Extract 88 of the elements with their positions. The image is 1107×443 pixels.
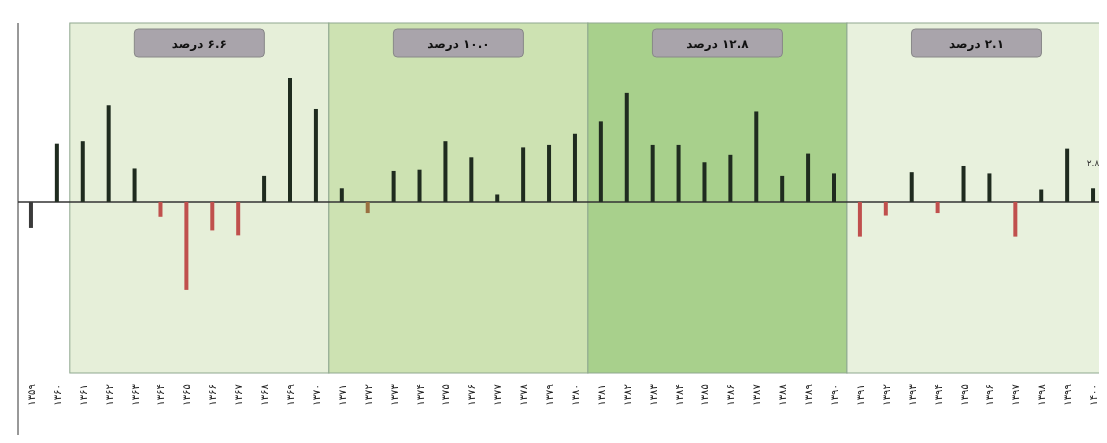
- bar: [1091, 188, 1096, 202]
- bar: [987, 173, 992, 202]
- bar: [417, 169, 422, 202]
- bar: [961, 165, 966, 202]
- x-tick-label: ۱۳۸۵: [699, 384, 711, 406]
- x-tick-label: ۱۳۹۸: [1036, 383, 1048, 406]
- bar: [650, 144, 655, 202]
- bar: [521, 147, 526, 202]
- bar: [624, 92, 629, 202]
- bar: [832, 173, 836, 202]
- bar: [1065, 148, 1070, 202]
- bar: [1039, 189, 1044, 202]
- bar: [365, 201, 370, 214]
- bar: [339, 188, 344, 202]
- bar: [391, 170, 396, 202]
- x-tick-label: ۱۴۰۰: [1088, 384, 1100, 406]
- bar: [262, 175, 267, 202]
- x-tick-label: ۱۳۶۳: [129, 383, 141, 406]
- x-tick-label: ۱۳۸۰: [569, 384, 581, 406]
- x-tick-label: ۱۳۶۷: [233, 383, 245, 406]
- x-tick-label: ۱۳۶۰: [51, 384, 63, 406]
- x-tick-label: ۱۳۷۸: [518, 383, 530, 406]
- x-tick-label: ۱۳۷۳: [388, 383, 400, 406]
- x-tick-label: ۱۳۸۳: [647, 383, 659, 406]
- x-tick-label: ۱۳۹۱: [854, 384, 866, 406]
- bar: [754, 111, 759, 202]
- band-label: ۲.۱ درصد: [948, 37, 1004, 51]
- x-tick-label: ۱۳۷۰: [310, 384, 322, 406]
- bar: [184, 201, 189, 290]
- x-tick-label: ۱۳۹۷: [1010, 383, 1022, 406]
- x-tick-label: ۱۳۸۸: [777, 383, 789, 406]
- x-tick-label: ۱۳۸۹: [803, 384, 815, 406]
- x-tick-label: ۱۳۷۶: [466, 384, 478, 406]
- x-tick-label: ۱۳۹۵: [958, 384, 970, 406]
- bar: [288, 78, 292, 202]
- bar: [547, 144, 552, 202]
- bar: [702, 162, 707, 202]
- bar: [236, 201, 241, 236]
- x-tick-label: ۱۳۶۱: [77, 384, 89, 406]
- x-tick-label: ۱۳۷۵: [440, 384, 452, 406]
- x-tick-label: ۱۳۷۴: [414, 384, 426, 406]
- band-label: ۱۰.۰ درصد: [427, 37, 490, 51]
- x-tick-label: ۱۳۸۱: [595, 384, 607, 406]
- bar: [572, 133, 577, 202]
- x-tick-label: ۱۳۹۰: [829, 384, 840, 406]
- x-tick-label: ۱۳۷۱: [336, 384, 348, 406]
- x-tick-label: ۱۳۹۹: [1062, 384, 1074, 406]
- bar: [909, 172, 914, 202]
- bar: [598, 121, 603, 202]
- bar: [313, 108, 318, 202]
- bar: [132, 168, 137, 202]
- bar: [935, 201, 940, 214]
- bar: [469, 157, 474, 202]
- annotation: ۲.۸: [1086, 158, 1100, 169]
- bar: [806, 153, 811, 202]
- x-tick-label: ۱۳۷۲: [362, 384, 374, 406]
- x-tick-label: ۱۳۸۶: [725, 384, 737, 406]
- x-tick-label: ۱۳۹۳: [906, 383, 918, 406]
- band-label: ۱۲.۸ درصد: [686, 37, 750, 51]
- x-tick-label: ۱۳۹۴: [932, 384, 944, 406]
- x-tick-label: ۱۳۷۷: [492, 383, 504, 406]
- bar: [54, 143, 59, 202]
- bar: [495, 194, 500, 202]
- bar: [780, 175, 785, 202]
- x-tick-label: ۱۳۶۲: [103, 384, 115, 406]
- x-tick-label: ۱۳۶۴: [155, 384, 167, 406]
- x-tick-label: ۱۳۵۹: [25, 384, 37, 406]
- bar: [210, 201, 215, 231]
- bar: [106, 105, 111, 202]
- x-tick-label: ۱۳۶۵: [181, 384, 193, 406]
- x-tick-label: ۱۳۷۹: [544, 384, 556, 406]
- bar: [883, 201, 888, 216]
- x-tick-label: ۱۳۶۶: [207, 384, 219, 406]
- bar: [158, 201, 163, 217]
- x-tick-label: ۱۳۸۷: [751, 383, 763, 406]
- x-tick-label: ۱۳۸۲: [621, 384, 633, 406]
- x-tick-label: ۱۳۶۸: [259, 383, 271, 406]
- x-tick-label: ۱۳۹۶: [984, 384, 996, 406]
- x-tick-label: ۱۳۹۲: [880, 384, 892, 406]
- bar: [80, 141, 85, 202]
- x-tick-label: ۱۳۸۴: [673, 384, 685, 406]
- bar: [676, 144, 681, 202]
- bar: [857, 201, 862, 237]
- bar: [443, 141, 448, 202]
- band-label: ۶.۶ درصد: [171, 37, 227, 51]
- bar: [1013, 201, 1018, 237]
- x-tick-label: ۱۳۶۹: [285, 384, 296, 406]
- bar: [728, 154, 733, 202]
